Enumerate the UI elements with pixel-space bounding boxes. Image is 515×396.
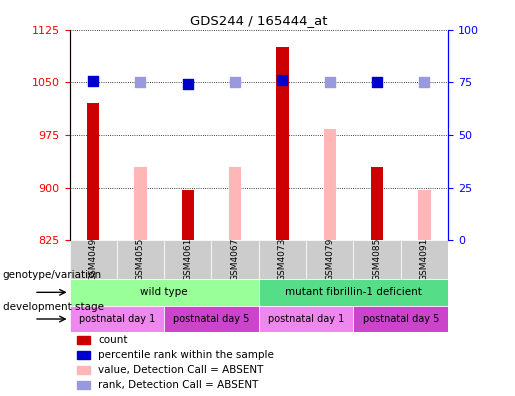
Text: GSM4055: GSM4055 [136,238,145,282]
Text: value, Detection Call = ABSENT: value, Detection Call = ABSENT [98,365,263,375]
Text: mutant fibrillin-1 deficient: mutant fibrillin-1 deficient [285,287,422,297]
Bar [164,306,259,332]
Text: GSM4049: GSM4049 [89,238,98,281]
Bar [70,240,117,279]
Bar [77,366,90,374]
Bar [70,279,259,306]
Bar [212,240,259,279]
Text: percentile rank within the sample: percentile rank within the sample [98,350,274,360]
Text: count: count [98,335,127,345]
Text: genotype/variation: genotype/variation [3,270,101,280]
Point [231,79,239,86]
Bar [259,279,448,306]
Bar [229,167,242,240]
Text: GSM4061: GSM4061 [183,238,192,282]
Text: development stage: development stage [3,302,104,312]
Text: wild type: wild type [141,287,188,297]
Point [325,79,334,86]
Bar [70,306,164,332]
Bar [117,240,164,279]
Title: GDS244 / 165444_at: GDS244 / 165444_at [190,14,328,27]
Point [184,81,192,87]
Bar [259,240,306,279]
Text: rank, Detection Call = ABSENT: rank, Detection Call = ABSENT [98,380,259,390]
Bar [371,167,383,240]
Point [89,78,97,84]
Bar [276,47,288,240]
Bar [182,190,194,240]
Bar [87,103,99,240]
Text: GSM4073: GSM4073 [278,238,287,282]
Text: GSM4067: GSM4067 [231,238,239,282]
Text: postnatal day 5: postnatal day 5 [173,314,250,324]
Bar [77,351,90,359]
Text: GSM4091: GSM4091 [420,238,429,282]
Text: GSM4079: GSM4079 [325,238,334,282]
Text: postnatal day 1: postnatal day 1 [268,314,344,324]
Point [136,79,145,86]
Point [373,79,381,86]
Bar [77,336,90,344]
Bar [259,306,353,332]
Bar [306,240,353,279]
Bar [401,240,448,279]
Bar [164,240,212,279]
Bar [77,381,90,389]
Bar [134,167,147,240]
Bar [353,240,401,279]
Bar [323,129,336,240]
Bar [418,190,431,240]
Point [420,79,428,86]
Text: GSM4085: GSM4085 [372,238,382,282]
Point [278,77,286,84]
Bar [353,306,448,332]
Text: postnatal day 5: postnatal day 5 [363,314,439,324]
Text: postnatal day 1: postnatal day 1 [79,314,155,324]
